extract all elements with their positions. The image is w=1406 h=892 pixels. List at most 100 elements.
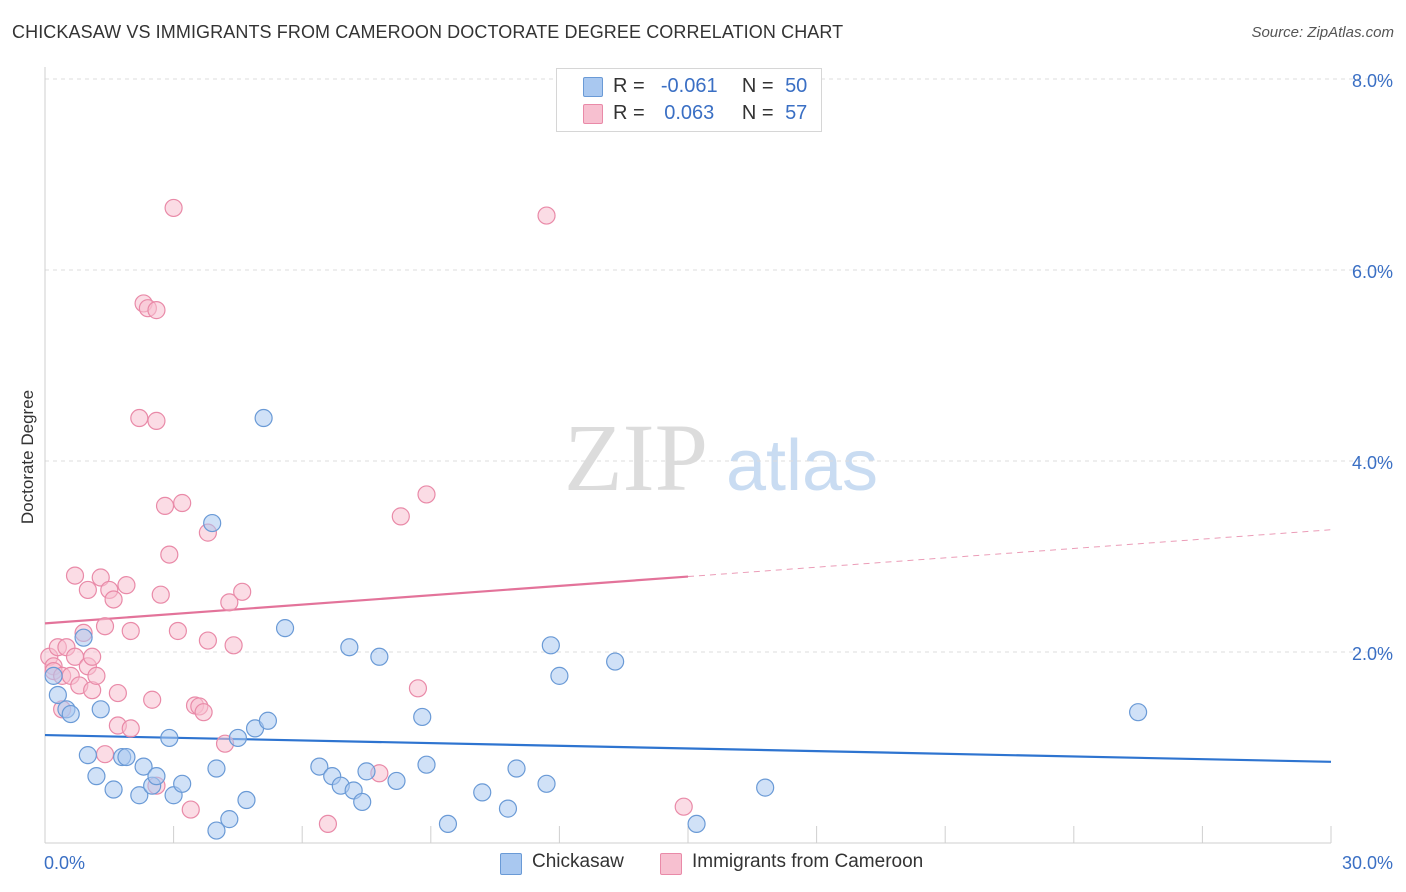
legend-swatch-pink xyxy=(583,104,603,124)
point-pink-56 xyxy=(674,797,693,816)
point-pink-31 xyxy=(147,411,166,430)
series-legend-label-cameroon: Immigrants from Cameroon xyxy=(692,851,924,872)
point-blue-37 xyxy=(413,707,432,727)
point-pink-40 xyxy=(181,800,200,819)
x-tick-labels: 0.0% 30.0% xyxy=(44,853,1393,873)
point-pink-38 xyxy=(168,621,187,641)
point-blue-40 xyxy=(473,783,492,802)
point-blue-17 xyxy=(173,774,192,793)
point-blue-14 xyxy=(147,767,166,786)
x-ticks xyxy=(44,826,1332,843)
point-pink-33 xyxy=(147,301,166,320)
legend-r-label-blue: R = xyxy=(613,75,645,97)
point-blue-45 xyxy=(550,666,569,685)
point-pink-43 xyxy=(194,703,213,722)
point-blue-22 xyxy=(228,728,247,748)
trend-lines xyxy=(44,529,1332,763)
point-pink-54 xyxy=(417,485,436,504)
legend-n-value-pink: 57 xyxy=(785,102,808,124)
watermark: ZIP atlas xyxy=(564,404,878,511)
point-blue-19 xyxy=(207,821,226,840)
legend-r-value-pink: 0.063 xyxy=(664,102,715,124)
point-pink-19 xyxy=(95,617,115,636)
series-immigrants-from-cameroon xyxy=(40,198,693,834)
point-pink-34 xyxy=(151,585,170,604)
point-pink-53 xyxy=(408,679,428,698)
point-blue-36 xyxy=(387,771,406,791)
point-blue-28 xyxy=(310,757,329,776)
point-blue-6 xyxy=(87,767,106,786)
point-blue-23 xyxy=(237,790,256,810)
correlation-legend: R = -0.061 N = 50 R = 0.063 N = 57 xyxy=(556,68,822,132)
point-pink-14 xyxy=(83,647,102,666)
point-pink-47 xyxy=(220,593,239,612)
point-blue-41 xyxy=(498,799,518,818)
point-blue-5 xyxy=(78,746,97,765)
series-chickasaw xyxy=(44,408,1148,840)
point-blue-1 xyxy=(48,685,67,705)
legend-n-value-blue: 50 xyxy=(785,75,808,97)
point-blue-38 xyxy=(417,755,436,774)
point-pink-52 xyxy=(391,507,410,526)
legend-r-label-pink: R = xyxy=(613,102,645,124)
point-blue-48 xyxy=(756,778,775,797)
point-pink-55 xyxy=(537,206,556,225)
point-blue-11 xyxy=(130,786,149,805)
point-pink-13 xyxy=(78,580,97,600)
point-blue-27 xyxy=(275,619,295,638)
point-pink-25 xyxy=(121,719,140,738)
point-blue-0 xyxy=(44,666,63,685)
y-tick-label-2: 2.0% xyxy=(1352,644,1393,664)
point-pink-49 xyxy=(233,582,252,601)
point-pink-18 xyxy=(95,745,115,764)
point-blue-46 xyxy=(606,652,625,671)
point-blue-35 xyxy=(370,647,389,666)
watermark-zip: ZIP xyxy=(564,404,708,511)
point-pink-35 xyxy=(155,496,175,515)
point-pink-36 xyxy=(160,545,179,564)
point-blue-49 xyxy=(1128,703,1148,722)
point-blue-42 xyxy=(507,759,526,778)
legend-swatch-blue xyxy=(583,77,603,97)
point-blue-39 xyxy=(438,814,458,834)
point-pink-45 xyxy=(198,631,217,650)
point-pink-22 xyxy=(108,683,127,703)
series-legend-swatch-blue xyxy=(500,853,522,875)
point-pink-32 xyxy=(143,690,162,709)
point-blue-47 xyxy=(687,814,706,834)
y-tick-label-4: 4.0% xyxy=(1352,453,1393,473)
point-pink-50 xyxy=(318,814,338,834)
trend-line-pink xyxy=(44,575,689,625)
source-label: Source: ZipAtlas.com xyxy=(1251,24,1394,41)
chart-title: CHICKASAW VS IMMIGRANTS FROM CAMEROON DO… xyxy=(12,22,844,42)
point-blue-8 xyxy=(104,780,123,799)
point-pink-24 xyxy=(117,576,136,595)
series-legend-swatch-pink xyxy=(660,853,682,875)
point-pink-9 xyxy=(65,566,85,585)
point-blue-44 xyxy=(541,636,560,655)
point-blue-10 xyxy=(117,747,136,767)
legend-r-value-blue: -0.061 xyxy=(660,75,718,97)
legend-n-label-pink: N = xyxy=(741,102,774,124)
legend-n-label-blue: N = xyxy=(741,75,774,97)
point-blue-20 xyxy=(207,759,226,778)
point-blue-12 xyxy=(134,757,153,776)
grid-lines xyxy=(45,78,1392,653)
y-tick-label-8: 8.0% xyxy=(1352,71,1393,91)
point-pink-27 xyxy=(130,408,149,428)
point-pink-37 xyxy=(164,198,183,218)
point-blue-3 xyxy=(61,704,80,724)
point-pink-26 xyxy=(121,621,140,641)
x-tick-label-max: 30.0% xyxy=(1342,853,1393,873)
point-pink-16 xyxy=(87,666,106,685)
point-pink-21 xyxy=(104,590,123,609)
point-blue-34 xyxy=(357,762,376,781)
watermark-atlas: atlas xyxy=(726,426,878,506)
y-tick-labels: 2.0% 4.0% 6.0% 8.0% xyxy=(1352,71,1393,664)
point-blue-15 xyxy=(160,728,179,748)
point-pink-48 xyxy=(224,636,243,655)
point-blue-31 xyxy=(340,638,359,657)
point-blue-43 xyxy=(537,774,556,793)
x-tick-label-min: 0.0% xyxy=(44,853,85,873)
